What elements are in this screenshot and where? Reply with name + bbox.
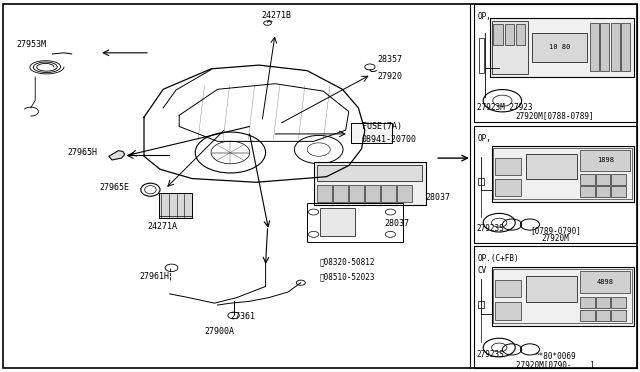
Bar: [479, 38, 484, 73]
Text: 24271A: 24271A: [147, 222, 177, 231]
Bar: [505, 24, 514, 45]
Bar: [611, 186, 626, 197]
Bar: [493, 148, 632, 199]
Text: 27953M: 27953M: [16, 40, 46, 49]
Text: 27900A: 27900A: [205, 327, 235, 336]
Bar: [495, 302, 522, 320]
Text: OP,: OP,: [477, 134, 492, 143]
Text: ^*80*0069: ^*80*0069: [534, 352, 576, 361]
Text: FUSE(7A): FUSE(7A): [362, 122, 402, 131]
Bar: [492, 21, 528, 74]
Bar: [580, 150, 630, 171]
Bar: [596, 174, 610, 185]
Bar: [307, 203, 403, 242]
Bar: [317, 185, 332, 202]
Bar: [381, 185, 396, 202]
Bar: [495, 280, 522, 298]
Text: 27920M: 27920M: [541, 234, 569, 243]
Bar: [611, 310, 626, 321]
Bar: [611, 297, 626, 308]
Bar: [526, 276, 577, 302]
Bar: [397, 185, 412, 202]
Text: [0789-0790]: [0789-0790]: [530, 226, 580, 235]
Bar: [495, 179, 522, 196]
Text: Ⓝ08510-52023: Ⓝ08510-52023: [320, 273, 376, 282]
Bar: [495, 158, 522, 175]
Bar: [365, 185, 380, 202]
Polygon shape: [109, 151, 125, 160]
Text: 27923S: 27923S: [477, 224, 504, 233]
Text: 1898: 1898: [597, 157, 614, 163]
Text: 10 80: 10 80: [549, 45, 570, 51]
Bar: [349, 185, 364, 202]
Bar: [596, 186, 610, 197]
Bar: [611, 174, 626, 185]
Text: 27965E: 27965E: [99, 183, 129, 192]
Bar: [493, 24, 503, 45]
Text: OP.(C+FB): OP.(C+FB): [477, 254, 519, 263]
Bar: [320, 208, 355, 236]
Bar: [159, 193, 192, 218]
Text: 27920: 27920: [378, 72, 403, 81]
Bar: [474, 126, 637, 243]
Text: 27965H: 27965H: [67, 148, 97, 157]
Bar: [532, 33, 588, 62]
Bar: [596, 310, 610, 321]
Text: 4898: 4898: [597, 279, 614, 285]
Bar: [490, 18, 634, 77]
Bar: [580, 271, 630, 294]
Bar: [351, 123, 392, 143]
Bar: [621, 23, 630, 71]
Bar: [600, 23, 609, 71]
Bar: [580, 310, 595, 321]
Text: 28357: 28357: [378, 55, 403, 64]
Bar: [314, 162, 426, 205]
Text: OP,: OP,: [477, 12, 492, 21]
Text: CV: CV: [477, 266, 486, 275]
Bar: [317, 165, 422, 181]
Bar: [596, 297, 610, 308]
Bar: [492, 145, 634, 202]
Bar: [590, 23, 599, 71]
Bar: [580, 174, 595, 185]
Text: 27920M[0788-0789]: 27920M[0788-0789]: [516, 112, 595, 121]
Bar: [611, 23, 620, 71]
Bar: [516, 24, 525, 45]
Text: 08941-20700: 08941-20700: [362, 135, 417, 144]
Text: 27920M[0790-    ]: 27920M[0790- ]: [516, 360, 595, 369]
Text: 28037: 28037: [426, 193, 451, 202]
Bar: [580, 186, 595, 197]
Text: 27361: 27361: [230, 312, 255, 321]
Bar: [474, 246, 637, 368]
Bar: [333, 185, 348, 202]
Text: 27923S: 27923S: [477, 350, 504, 359]
Bar: [478, 301, 484, 308]
Text: 28037: 28037: [384, 219, 409, 228]
Bar: [493, 269, 632, 323]
Bar: [526, 154, 577, 179]
Text: 27961H: 27961H: [140, 272, 170, 280]
Text: Ⓝ08320-50812: Ⓝ08320-50812: [320, 258, 376, 267]
Bar: [580, 297, 595, 308]
Text: 27923M 27923: 27923M 27923: [477, 103, 532, 112]
Text: 24271B: 24271B: [261, 11, 291, 20]
Bar: [492, 267, 634, 326]
Bar: [474, 4, 637, 122]
Bar: [478, 178, 484, 185]
